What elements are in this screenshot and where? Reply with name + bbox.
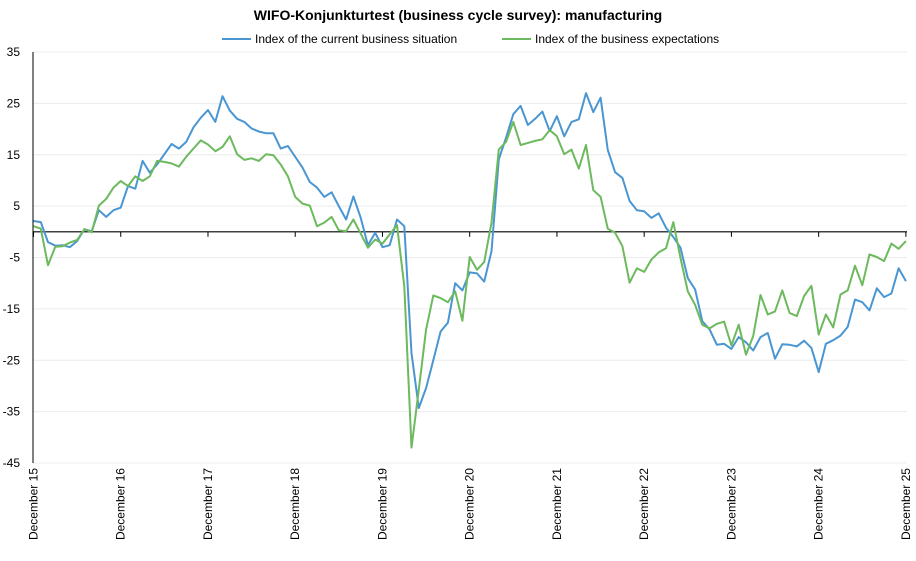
x-tick-label: December 15 — [27, 468, 41, 540]
y-tick-label: -35 — [3, 405, 21, 419]
chart-title: WIFO-Konjunkturtest (business cycle surv… — [254, 7, 662, 23]
y-tick-label: 15 — [7, 148, 21, 162]
x-tick-label: December 20 — [463, 468, 477, 540]
x-tick-label: December 19 — [375, 468, 389, 540]
x-axis-ticks: December 15 December 16 December 17 Decembe… — [27, 232, 913, 540]
y-tick-label: 5 — [13, 199, 20, 213]
x-tick-label: December 23 — [724, 468, 738, 540]
x-tick-label: December 17 — [201, 468, 215, 540]
series-group — [33, 93, 906, 448]
y-axis-ticks: 35 25 15 5 -5 -15 -25 -35 -45 — [3, 45, 21, 470]
y-tick-label: 25 — [7, 96, 21, 110]
y-tick-label: -15 — [3, 302, 21, 316]
series-line-current — [34, 93, 906, 408]
legend-label-current: Index of the current business situation — [255, 32, 457, 46]
x-tick-label: December 16 — [114, 468, 128, 540]
series-line-expectations — [34, 122, 906, 448]
y-tick-label: -25 — [3, 353, 21, 367]
x-tick-label: December 22 — [637, 468, 651, 540]
y-tick-label: -45 — [3, 456, 21, 470]
y-tick-label: 35 — [7, 45, 21, 59]
x-tick-label: December 18 — [288, 468, 302, 540]
y-tick-label: -5 — [9, 251, 20, 265]
legend: Index of the current business situation … — [222, 32, 719, 46]
x-tick-label: December 24 — [812, 468, 826, 540]
x-tick-label: December 21 — [550, 468, 564, 540]
legend-label-expectations: Index of the business expectations — [535, 32, 719, 46]
x-tick-label: December 25 — [899, 468, 913, 540]
